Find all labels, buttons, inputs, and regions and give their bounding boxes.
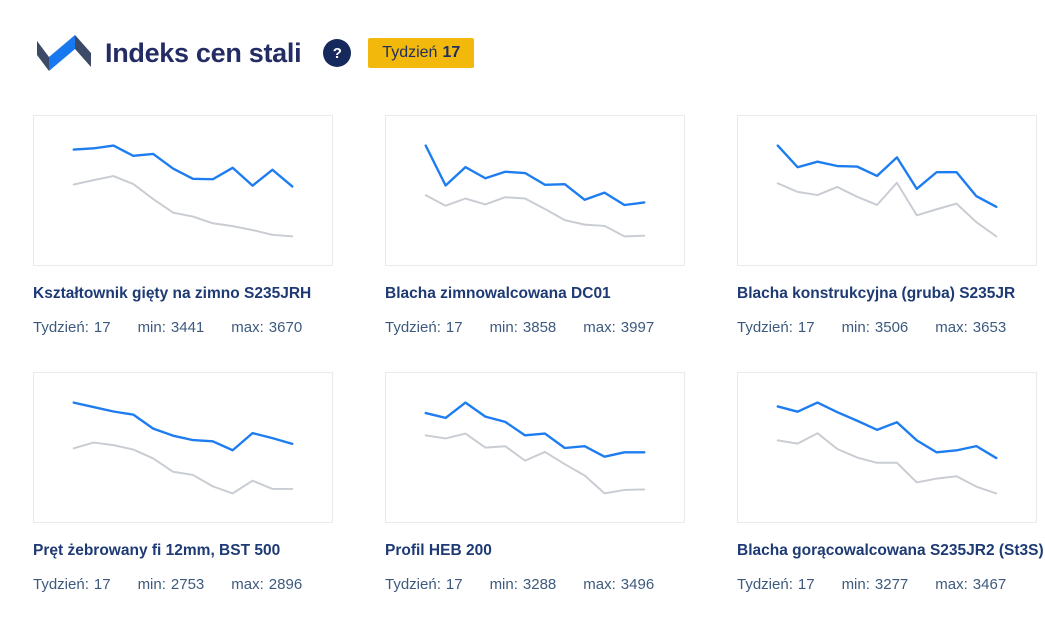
- min-stat: min: 3441: [138, 319, 205, 337]
- product-card: Blacha konstrukcyjna (gruba) S235JR Tydz…: [737, 115, 1037, 337]
- product-stats: Tydzień: 17 min: 3506 max: 3653: [737, 319, 1037, 337]
- product-card: Kształtownik gięty na zimno S235JRH Tydz…: [33, 115, 333, 337]
- max-stat: max: 3496: [583, 576, 654, 594]
- sparkline-svg: [424, 144, 646, 238]
- max-stat: max: 3467: [935, 576, 1006, 594]
- max-stat: max: 3653: [935, 319, 1006, 337]
- week-label: Tydzień:: [33, 576, 89, 593]
- min-value: 3288: [522, 576, 557, 593]
- week-value: 17: [445, 319, 463, 336]
- week-stat: Tydzień: 17: [33, 576, 111, 594]
- product-card: Blacha gorącowalcowana S235JR2 (St3S) Ty…: [737, 372, 1044, 594]
- min-value: 3277: [874, 576, 909, 593]
- max-value: 3467: [972, 576, 1007, 593]
- week-value: 17: [93, 576, 111, 593]
- product-stats: Tydzień: 17 min: 2753 max: 2896: [33, 576, 333, 594]
- week-value: 17: [93, 319, 111, 336]
- min-label: min:: [489, 576, 518, 593]
- max-stat: max: 3670: [231, 319, 302, 337]
- max-value: 3997: [620, 319, 655, 336]
- max-stat: max: 3997: [583, 319, 654, 337]
- sparkline-svg: [776, 144, 998, 238]
- week-badge-value: 17: [442, 44, 461, 61]
- min-stat: min: 3506: [842, 319, 909, 337]
- product-card: Pręt żebrowany fi 12mm, BST 500 Tydzień:…: [33, 372, 333, 594]
- week-label: Tydzień:: [385, 319, 441, 336]
- week-badge: Tydzień 17: [368, 38, 475, 68]
- min-label: min:: [841, 576, 870, 593]
- sparkline-chart: [33, 115, 333, 266]
- max-label: max:: [935, 319, 968, 336]
- sparkline-chart: [385, 115, 685, 266]
- min-label: min:: [137, 319, 166, 336]
- week-value: 17: [797, 576, 815, 593]
- max-value: 3653: [972, 319, 1007, 336]
- max-label: max:: [231, 319, 264, 336]
- product-card: Blacha zimnowalcowana DC01 Tydzień: 17 mi…: [385, 115, 685, 337]
- week-label: Tydzień:: [385, 576, 441, 593]
- week-value: 17: [797, 319, 815, 336]
- product-card: Profil HEB 200 Tydzień: 17 min: 3288 max: 3…: [385, 372, 685, 594]
- min-label: min:: [489, 319, 518, 336]
- max-label: max:: [231, 576, 264, 593]
- min-stat: min: 3277: [842, 576, 909, 594]
- week-stat: Tydzień: 17: [737, 576, 815, 594]
- min-stat: min: 3858: [490, 319, 557, 337]
- product-stats: Tydzień: 17 min: 3277 max: 3467: [737, 576, 1037, 594]
- sparkline-chart: [737, 115, 1037, 266]
- week-stat: Tydzień: 17: [33, 319, 111, 337]
- product-stats: Tydzień: 17 min: 3441 max: 3670: [33, 319, 333, 337]
- product-title: Pręt żebrowany fi 12mm, BST 500: [33, 542, 281, 559]
- min-value: 3441: [170, 319, 205, 336]
- product-title: Profil HEB 200: [385, 542, 492, 559]
- product-title: Kształtownik gięty na zimno S235JRH: [33, 285, 312, 302]
- header: Indeks cen stali ? Tydzień 17: [33, 31, 1037, 75]
- min-stat: min: 2753: [138, 576, 205, 594]
- week-stat: Tydzień: 17: [385, 576, 463, 594]
- min-stat: min: 3288: [490, 576, 557, 594]
- min-value: 3858: [522, 319, 557, 336]
- week-stat: Tydzień: 17: [385, 319, 463, 337]
- week-label: Tydzień:: [737, 319, 793, 336]
- brand-logo-icon: [37, 35, 91, 71]
- week-value: 17: [445, 576, 463, 593]
- max-value: 2896: [268, 576, 303, 593]
- week-label: Tydzień:: [33, 319, 89, 336]
- week-badge-label: Tydzień: [382, 44, 438, 61]
- max-stat: max: 2896: [231, 576, 302, 594]
- min-value: 3506: [874, 319, 909, 336]
- week-label: Tydzień:: [737, 576, 793, 593]
- sparkline-svg: [72, 401, 294, 495]
- min-label: min:: [137, 576, 166, 593]
- sparkline-svg: [776, 401, 998, 495]
- logo-segment-left: [37, 41, 49, 71]
- sparkline-chart: [33, 372, 333, 523]
- sparkline-svg: [72, 144, 294, 238]
- max-label: max:: [583, 576, 616, 593]
- logo-segment-right: [75, 35, 91, 67]
- max-value: 3496: [620, 576, 655, 593]
- sparkline-svg: [424, 401, 646, 495]
- product-stats: Tydzień: 17 min: 3858 max: 3997: [385, 319, 685, 337]
- max-label: max:: [935, 576, 968, 593]
- page-title: Indeks cen stali: [105, 37, 302, 68]
- week-stat: Tydzień: 17: [737, 319, 815, 337]
- help-icon[interactable]: ?: [323, 39, 352, 67]
- max-value: 3670: [268, 319, 303, 336]
- product-grid: Kształtownik gięty na zimno S235JRH Tydz…: [33, 115, 1044, 594]
- product-title: Blacha gorącowalcowana S235JR2 (St3S): [737, 542, 1044, 559]
- min-label: min:: [841, 319, 870, 336]
- logo-segment-middle: [49, 35, 75, 71]
- product-stats: Tydzień: 17 min: 3288 max: 3496: [385, 576, 685, 594]
- max-label: max:: [583, 319, 616, 336]
- min-value: 2753: [170, 576, 205, 593]
- product-title: Blacha zimnowalcowana DC01: [385, 285, 611, 302]
- sparkline-chart: [737, 372, 1037, 523]
- sparkline-chart: [385, 372, 685, 523]
- product-title: Blacha konstrukcyjna (gruba) S235JR: [737, 285, 1016, 302]
